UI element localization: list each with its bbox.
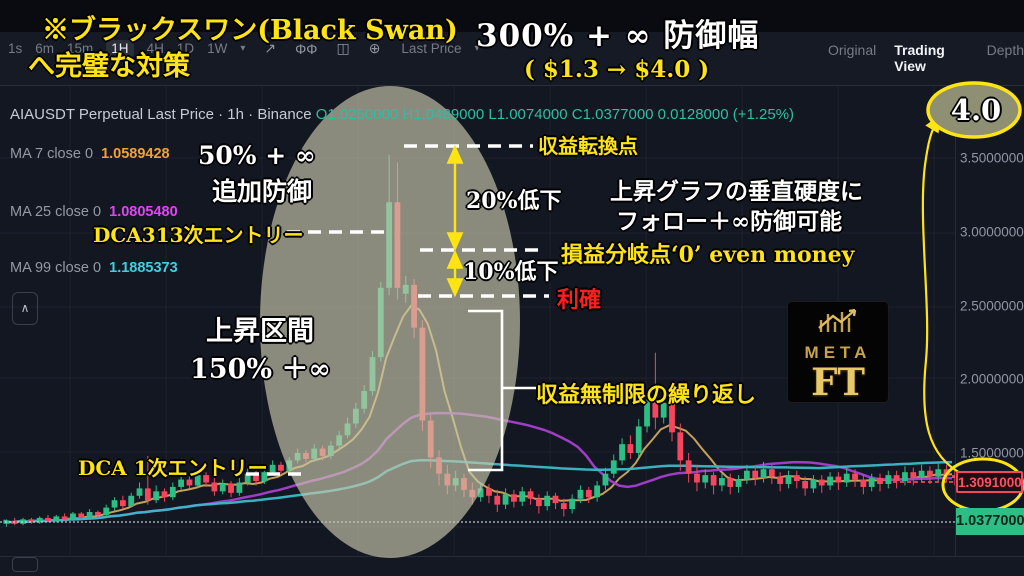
chart-toolbar [0,32,1024,86]
annotation-profit-turning-point: 収益転換点 [538,134,638,158]
indicator-row-ma99: MA 99 close 0 1.1885373 [10,260,178,276]
annotation-vertical-note-2: フォロー＋∞防御可能 [616,208,843,235]
tab-original[interactable]: Original [828,42,877,58]
tab-depth[interactable]: Depth [986,42,1024,58]
ma25-label: MA 25 close 0 [10,204,102,220]
timeframe-1d[interactable]: 1D [176,41,195,56]
annotation-take-profit: 利確 [557,287,602,313]
candle-style-icon[interactable]: ΦΦ [295,40,318,57]
annotation-drop10: 10%低下 [463,259,559,285]
timeframe-15m[interactable]: 15m [67,41,94,56]
annotation-rise-zone: 上昇区間 [206,316,314,347]
annotation-unlimited-profit: 収益無制限の繰り返し [536,382,757,408]
indicator-row-ma25: MA 25 close 0 1.0805480 [10,204,178,220]
annotation-break-even: 損益分岐点‘0’ even money [561,242,855,268]
symbol-header: AIAUSDT Perpetual Last Price · 1h · Bina… [10,106,794,123]
timeframe-4h[interactable]: 4H [146,41,164,56]
annotation-vertical-note-1: 上昇グラフの垂直硬度に [610,178,863,205]
ma7-label: MA 7 close 0 [10,146,94,162]
annotation-drop20: 20%低下 [466,188,562,214]
annotation-dca313-entry: DCA313次エントリー [93,223,304,247]
metaft-logo: META FT [788,302,888,402]
view-tabs: Original Trading View Depth [828,42,1024,74]
ma7-value: 1.0589428 [101,146,170,162]
timeframe-row: 1s 6m 15m 1H 4H 1D 1W ▾ ↗ ΦΦ ◫ ⊕ Last Pr… [8,40,479,57]
logo-ft-text: FT [811,360,865,404]
target-price-bubble: 4.0 [950,93,1002,127]
timeframe-1w[interactable]: 1W [207,41,228,56]
annotation-add-defense-label: 追加防御 [212,177,313,206]
annotation-defense-title: 300% + ∞ 防御幅 [476,18,760,54]
timeframe-dropdown-icon[interactable]: ▾ [240,43,246,54]
ma99-value: 1.1885373 [109,260,178,276]
annotation-black-swan-title: ※ブラックスワン(Black Swan) [42,15,458,46]
logo-meta-text: META [804,343,872,362]
top-strip [0,0,1024,32]
collapse-pane-button[interactable]: ∧ [12,292,38,325]
trend-line-icon[interactable]: ↗ [264,40,277,56]
timeframe-1s[interactable]: 1s [8,41,23,56]
price-axis-label: 3.5000000 [960,150,1024,166]
ma25-value: 1.0805480 [109,204,178,220]
annotation-defense-range: ( $1.3 → $4.0 ) [524,56,710,83]
bottom-left-button[interactable] [12,557,38,572]
price-axis-label: 1.5000000 [960,445,1024,461]
last-price-dotted-line [0,521,955,523]
annotation-add-defense-pct: 50% + ∞ [198,141,316,170]
time-axis[interactable] [0,556,1024,576]
last-price-selector[interactable]: Last Price [401,41,462,56]
ma99-label: MA 99 close 0 [10,260,102,276]
annotation-rise-zone-pct: 150% ＋∞ [190,354,331,385]
tab-trading-view[interactable]: Trading View [894,42,945,74]
timeframe-1h[interactable]: 1H [106,40,134,57]
ohlc-values: O1.0250000 H1.0489000 L1.0074000 C1.0377… [315,106,795,123]
price-axis-label: 2.5000000 [960,298,1024,313]
gold-chart-icon [818,308,857,332]
price-axis-label: 2.0000000 [960,371,1024,387]
timeframe-6m[interactable]: 6m [35,41,55,56]
order-price-tag: 1.3091000 [956,471,1023,493]
last-price-caret-icon: ▾ [474,43,480,54]
indicator-row-ma7: MA 7 close 0 1.0589428 [10,146,170,162]
annotation-dca1-entry: DCA 1次エントリー [78,456,268,480]
symbol-title: AIAUSDT Perpetual Last Price · 1h · Bina… [10,106,312,123]
annotation-black-swan-subtitle: へ完璧な対策 [28,51,190,82]
price-axis-label: 3.0000000 [960,224,1024,240]
screenshot-icon[interactable]: ◫ [336,40,350,56]
add-indicator-icon[interactable]: ⊕ [368,40,381,56]
last-price-tag: 1.0377000 [956,508,1024,535]
